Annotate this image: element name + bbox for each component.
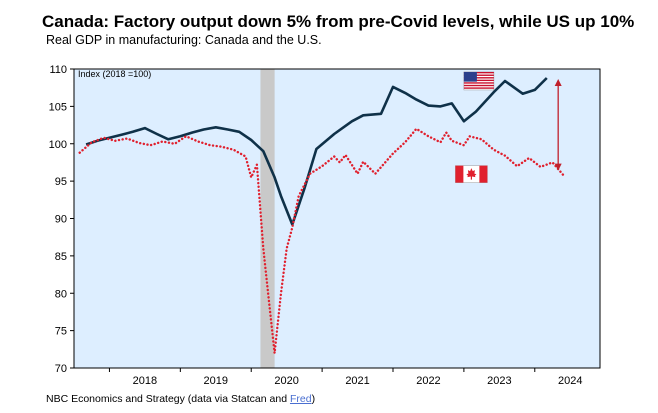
- canada-flag-bar-right: [479, 165, 488, 183]
- y-tick-label: 110: [49, 64, 67, 76]
- gap-arrow: [554, 78, 562, 171]
- chart-subtitle: Real GDP in manufacturing: Canada and th…: [46, 33, 322, 47]
- canada-flag-icon: [455, 165, 488, 183]
- y-tick-label: 85: [55, 251, 67, 263]
- x-tick-label: 2024: [558, 375, 582, 387]
- us-flag-stripe: [463, 82, 494, 84]
- us-flag-stripe: [463, 71, 494, 74]
- source-suffix: ): [311, 393, 316, 405]
- x-tick-label: 2019: [204, 375, 228, 387]
- x-tick-label: 2023: [487, 375, 511, 387]
- flags: [455, 71, 495, 183]
- series-line-us: [85, 77, 548, 226]
- plot-frame: [73, 68, 601, 369]
- y-tick-label: 105: [49, 101, 67, 113]
- us-flag-stripe: [463, 84, 494, 87]
- us-flag-icon: [463, 71, 495, 91]
- recession-band: [260, 69, 275, 368]
- y-tick-label: 90: [55, 214, 67, 226]
- series-line-canada: [78, 127, 566, 355]
- source-text: NBC Economics and Strategy (data via Sta…: [46, 393, 290, 405]
- y-tick-label: 95: [55, 176, 67, 188]
- x-axis-ticks: 2018 2019 2020 2021 2022 2023 2024: [108, 368, 582, 387]
- y-tick-label: 75: [55, 326, 67, 338]
- x-tick-label: 2022: [416, 375, 440, 387]
- us-flag-stripe: [463, 79, 494, 82]
- us-flag-stripe: [463, 87, 494, 89]
- y-tick-label: 100: [49, 139, 67, 151]
- chart-title: Canada: Factory output down 5% from pre-…: [42, 12, 635, 31]
- us-flag-canton: [463, 71, 477, 82]
- y-tick-label: 70: [55, 363, 67, 375]
- source-note: NBC Economics and Strategy (data via Sta…: [46, 393, 315, 405]
- plot-area: [74, 69, 600, 368]
- series-layer: [78, 77, 566, 355]
- y-axis-ticks: 70 75 80 85 90 95 100 105 110: [49, 64, 74, 375]
- x-tick-label: 2021: [345, 375, 369, 387]
- gap-arrow-head-up: [554, 78, 562, 86]
- x-tick-label: 2018: [133, 375, 157, 387]
- gap-arrow-head-down: [554, 163, 562, 171]
- us-flag-stripe: [463, 74, 494, 76]
- x-tick-label: 2020: [274, 375, 298, 387]
- y-axis-note: Index (2018 =100): [78, 69, 151, 79]
- y-tick-label: 80: [55, 288, 67, 300]
- maple-leaf-icon: [466, 168, 477, 180]
- fred-link[interactable]: Fred: [289, 393, 312, 405]
- canada-flag-bar-left: [455, 165, 464, 183]
- us-flag-stripe: [463, 77, 494, 79]
